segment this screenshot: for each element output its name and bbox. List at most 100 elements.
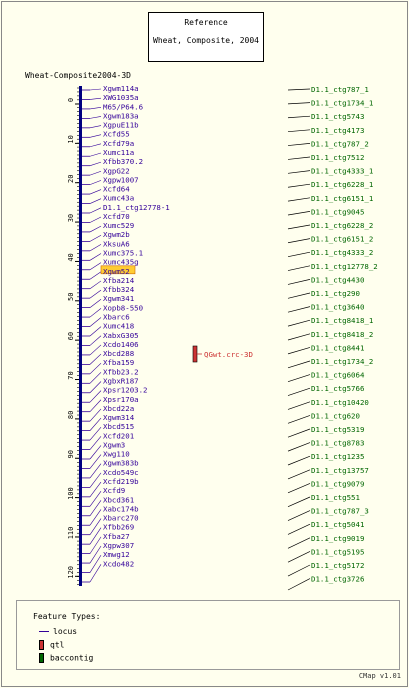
contig-label[interactable]: D1.1_ctg1734_2 xyxy=(311,357,373,366)
locus-label[interactable]: Xcdo549c xyxy=(103,468,139,477)
contig-label[interactable]: D1.1_ctg4333_1 xyxy=(311,167,373,176)
locus-label[interactable]: Xfbb269 xyxy=(103,523,134,532)
contig-label[interactable]: D1.1_ctg290 xyxy=(311,289,360,298)
contig-label[interactable]: D1.1_ctg1734_1 xyxy=(311,99,373,108)
contig-label[interactable]: D1.1_ctg8418_2 xyxy=(311,330,373,339)
locus-label[interactable]: Xgwm114a xyxy=(103,84,139,93)
contig-label[interactable]: D1.1_ctg787_2 xyxy=(311,139,369,148)
locus-label[interactable]: Xfba214 xyxy=(103,276,135,285)
locus-label[interactable]: Xumc375.1 xyxy=(103,249,143,258)
locus-connector xyxy=(89,463,102,479)
contig-label[interactable]: D1.1_ctg5041 xyxy=(311,520,364,529)
locus-label[interactable]: Xbcd515 xyxy=(103,422,134,431)
locus-label[interactable]: Xabc174b xyxy=(103,504,139,513)
locus-label[interactable]: XgpG22 xyxy=(103,166,130,175)
locus-label[interactable]: Xfba159 xyxy=(103,358,134,367)
contig-label[interactable]: D1.1_ctg9079 xyxy=(311,479,364,488)
locus-label[interactable]: Xmwg12 xyxy=(103,550,130,559)
locus-label[interactable]: Xcfd64 xyxy=(103,185,130,194)
locus-label[interactable]: XgpuE11b xyxy=(103,121,139,130)
locus-label[interactable]: XksuA6 xyxy=(103,239,130,248)
map-title[interactable]: Wheat-Composite2004-3D xyxy=(25,71,131,80)
locus-label[interactable]: Xgpw1007 xyxy=(103,175,139,184)
locus-label[interactable]: Xcfd79a xyxy=(103,139,134,148)
contig-label[interactable]: D1.1_ctg3640 xyxy=(311,303,364,312)
locus-label[interactable]: Xgwm183a xyxy=(103,111,139,120)
locus-label[interactable]: Xumc418 xyxy=(103,322,134,331)
locus-label[interactable]: Xcfd70 xyxy=(103,212,130,221)
locus-label[interactable]: Xfbb23.2 xyxy=(103,367,139,376)
axis-tick-label: 90 xyxy=(67,450,75,458)
contig-label[interactable]: D1.1_ctg551 xyxy=(311,493,360,502)
contig-label[interactable]: D1.1_ctg5766 xyxy=(311,384,364,393)
contig-label[interactable]: D1.1_ctg6228_2 xyxy=(311,221,373,230)
locus-label[interactable]: Xumc529 xyxy=(103,221,134,230)
locus-label[interactable]: Xcfd201 xyxy=(103,431,134,440)
contig-connector xyxy=(287,170,311,174)
locus-label[interactable]: Xgwm314 xyxy=(103,413,135,422)
contig-label[interactable]: D1.1_ctg787_3 xyxy=(311,507,369,516)
locus-label[interactable]: Xopb8-550 xyxy=(103,303,143,312)
locus-label[interactable]: Xbarc6 xyxy=(103,313,130,322)
locus-label[interactable]: Xfbb324 xyxy=(103,285,135,294)
locus-label[interactable]: D1.1_ctg12778-1 xyxy=(103,203,170,212)
locus-label[interactable]: Xcdo482 xyxy=(103,559,134,568)
locus-label[interactable]: Xcfd9 xyxy=(103,486,125,495)
contig-connector xyxy=(287,102,311,105)
contig-label[interactable]: D1.1_ctg4173 xyxy=(311,126,364,135)
contig-label[interactable]: D1.1_ctg5319 xyxy=(311,425,364,434)
locus-label[interactable]: Xcfd219b xyxy=(103,477,139,486)
contig-label[interactable]: D1.1_ctg13757 xyxy=(311,466,369,475)
contig-label[interactable]: D1.1_ctg620 xyxy=(311,411,360,420)
contig-label[interactable]: D1.1_ctg8783 xyxy=(311,439,364,448)
contig-label[interactable]: D1.1_ctg7512 xyxy=(311,153,364,162)
contig-label[interactable]: D1.1_ctg8418_1 xyxy=(311,316,373,325)
locus-label[interactable]: Xbcd22a xyxy=(103,404,134,413)
locus-label[interactable]: Xfba27 xyxy=(103,532,130,541)
contig-label[interactable]: D1.1_ctg6064 xyxy=(311,371,365,380)
contig-connector xyxy=(287,442,311,452)
locus-label[interactable]: Xgwm3 xyxy=(103,440,125,449)
locus-label[interactable]: Xpsr170a xyxy=(103,395,139,404)
contig-label[interactable]: D1.1_ctg9045 xyxy=(311,207,364,216)
contig-label[interactable]: D1.1_ctg3726 xyxy=(311,575,364,584)
locus-label[interactable]: Xumc11a xyxy=(103,148,134,157)
contig-label[interactable]: D1.1_ctg10420 xyxy=(311,398,369,407)
locus-label[interactable]: Xgpw307 xyxy=(103,541,134,550)
locus-label[interactable]: Xgwm52 xyxy=(103,267,130,276)
locus-label[interactable]: M65/P64.6 xyxy=(103,102,143,111)
contig-label[interactable]: D1.1_ctg6151_2 xyxy=(311,235,373,244)
locus-label[interactable]: Xumc435g xyxy=(103,258,139,267)
contig-label[interactable]: D1.1_ctg5743 xyxy=(311,112,364,121)
locus-label[interactable]: XgbxR187 xyxy=(103,376,139,385)
locus-label[interactable]: Xcdo1406 xyxy=(103,340,139,349)
contig-label[interactable]: D1.1_ctg1235 xyxy=(311,452,364,461)
legend-box: Feature Types: locus qtl baccontig xyxy=(16,600,400,670)
locus-label[interactable]: Xbcd288 xyxy=(103,349,134,358)
locus-label[interactable]: Xbarc270 xyxy=(103,514,139,523)
contig-label[interactable]: D1.1_ctg9019 xyxy=(311,534,364,543)
contig-label[interactable]: D1.1_ctg5172 xyxy=(311,561,364,570)
locus-label[interactable]: Xgwm2b xyxy=(103,230,130,239)
qtl-bar[interactable] xyxy=(192,345,198,363)
contig-label[interactable]: D1.1_ctg12778_2 xyxy=(311,262,378,271)
locus-label[interactable]: XWG1035a xyxy=(103,93,139,102)
contig-label[interactable]: D1.1_ctg6228_1 xyxy=(311,180,373,189)
contig-label[interactable]: D1.1_ctg6151_1 xyxy=(311,194,373,203)
locus-label[interactable]: Xgwm341 xyxy=(103,294,134,303)
locus-label[interactable]: Xcfd55 xyxy=(103,130,130,139)
locus-label[interactable]: Xfbb370.2 xyxy=(103,157,143,166)
reference-box[interactable]: Reference Wheat, Composite, 2004 xyxy=(148,12,264,62)
contig-label[interactable]: D1.1_ctg4430 xyxy=(311,275,364,284)
locus-label[interactable]: XabxG305 xyxy=(103,331,139,340)
qtl-label[interactable]: QGwt.crc-3D xyxy=(204,350,253,359)
contig-label[interactable]: D1.1_ctg4333_2 xyxy=(311,248,373,257)
contig-label[interactable]: D1.1_ctg5195 xyxy=(311,547,364,556)
locus-label[interactable]: Xumc43a xyxy=(103,194,134,203)
locus-label[interactable]: Xbcd361 xyxy=(103,495,134,504)
locus-label[interactable]: Xwg110 xyxy=(103,450,130,459)
contig-label[interactable]: D1.1_ctg787_1 xyxy=(311,85,369,94)
locus-label[interactable]: Xpsr1203.2 xyxy=(103,386,148,395)
locus-label[interactable]: Xgwm383b xyxy=(103,459,139,468)
contig-label[interactable]: D1.1_ctg8441 xyxy=(311,343,364,352)
